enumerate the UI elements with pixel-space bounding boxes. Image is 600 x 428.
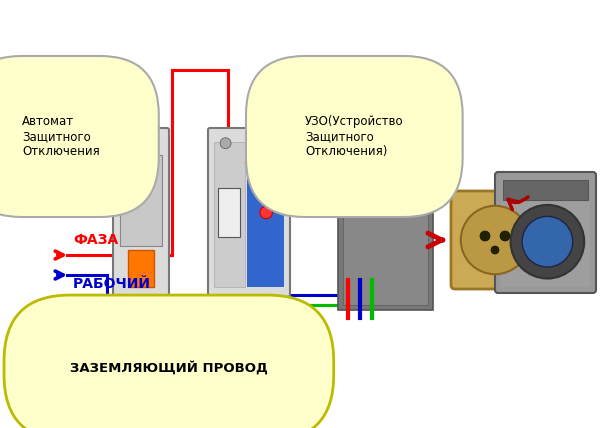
Circle shape: [135, 140, 147, 153]
Circle shape: [511, 205, 584, 279]
Bar: [214, 142, 245, 287]
Bar: [120, 155, 162, 246]
Bar: [338, 200, 433, 310]
Circle shape: [259, 138, 270, 149]
Bar: [218, 188, 239, 237]
Bar: [247, 142, 284, 287]
Text: УЗО(Устройство
Защитного
Отключения): УЗО(Устройство Защитного Отключения): [305, 115, 404, 158]
Text: Автомат
Защитного
Отключения: Автомат Защитного Отключения: [22, 115, 100, 158]
Circle shape: [220, 138, 231, 149]
Circle shape: [461, 206, 529, 274]
Bar: [128, 250, 154, 287]
FancyBboxPatch shape: [495, 172, 596, 293]
Circle shape: [16, 354, 44, 382]
Bar: [343, 205, 428, 305]
Bar: [501, 202, 590, 287]
Text: ЗАЗЕМЛЯЮЩИЙ ПРОВОД: ЗАЗЕМЛЯЮЩИЙ ПРОВОД: [70, 361, 268, 375]
Circle shape: [260, 206, 272, 219]
FancyBboxPatch shape: [208, 128, 290, 297]
FancyBboxPatch shape: [113, 128, 169, 297]
Bar: [503, 180, 588, 200]
Circle shape: [491, 246, 499, 254]
Circle shape: [522, 217, 572, 267]
FancyBboxPatch shape: [451, 191, 539, 289]
Text: ФАЗА: ФАЗА: [73, 233, 118, 247]
Text: РАБОЧИЙ
  НОЛЬ: РАБОЧИЙ НОЛЬ: [73, 277, 151, 307]
Circle shape: [480, 231, 490, 241]
Circle shape: [500, 231, 510, 241]
